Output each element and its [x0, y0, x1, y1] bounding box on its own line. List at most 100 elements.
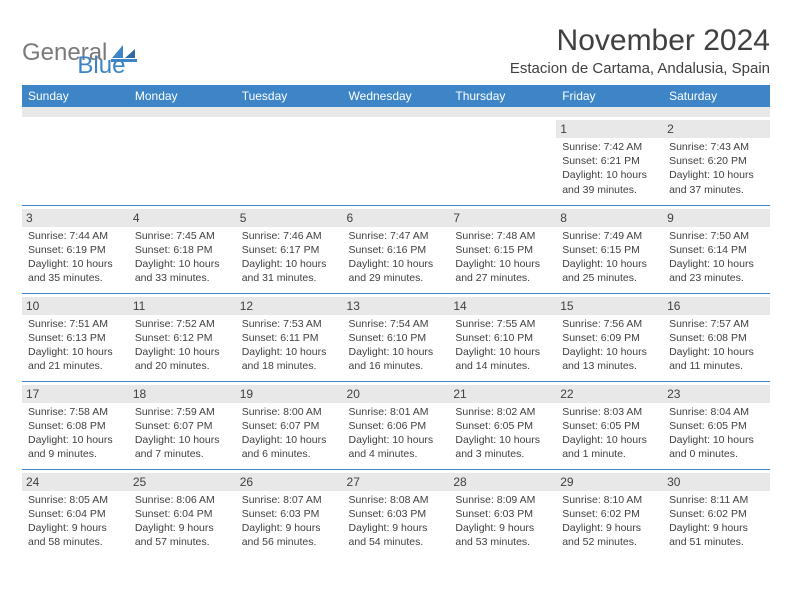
sunset-line: Sunset: 6:06 PM [349, 419, 444, 433]
day-number: 14 [449, 297, 556, 315]
daylight-line-2: and 54 minutes. [349, 535, 444, 549]
sunrise-line: Sunrise: 8:08 AM [349, 493, 444, 507]
sunrise-line: Sunrise: 7:51 AM [28, 317, 123, 331]
day-cell [129, 117, 236, 205]
sunset-line: Sunset: 6:18 PM [135, 243, 230, 257]
sunrise-line: Sunrise: 7:53 AM [242, 317, 337, 331]
daylight-line-1: Daylight: 10 hours [28, 257, 123, 271]
sunset-line: Sunset: 6:15 PM [455, 243, 550, 257]
daylight-line-2: and 58 minutes. [28, 535, 123, 549]
day-body: Sunrise: 7:48 AMSunset: 6:15 PMDaylight:… [455, 229, 550, 286]
sunset-line: Sunset: 6:20 PM [669, 154, 764, 168]
day-number: 21 [449, 385, 556, 403]
day-body: Sunrise: 8:08 AMSunset: 6:03 PMDaylight:… [349, 493, 444, 550]
day-cell: 27Sunrise: 8:08 AMSunset: 6:03 PMDayligh… [343, 469, 450, 557]
sunset-line: Sunset: 6:08 PM [669, 331, 764, 345]
sunset-line: Sunset: 6:05 PM [455, 419, 550, 433]
sunset-line: Sunset: 6:11 PM [242, 331, 337, 345]
daylight-line-1: Daylight: 10 hours [455, 433, 550, 447]
sunset-line: Sunset: 6:02 PM [562, 507, 657, 521]
day-body: Sunrise: 7:54 AMSunset: 6:10 PMDaylight:… [349, 317, 444, 374]
daylight-line-1: Daylight: 10 hours [135, 433, 230, 447]
sunrise-line: Sunrise: 7:54 AM [349, 317, 444, 331]
daylight-line-2: and 1 minute. [562, 447, 657, 461]
sunrise-line: Sunrise: 7:58 AM [28, 405, 123, 419]
day-cell: 22Sunrise: 8:03 AMSunset: 6:05 PMDayligh… [556, 381, 663, 469]
dow-friday: Friday [556, 85, 663, 107]
daylight-line-1: Daylight: 10 hours [669, 257, 764, 271]
day-body: Sunrise: 8:01 AMSunset: 6:06 PMDaylight:… [349, 405, 444, 462]
daylight-line-2: and 4 minutes. [349, 447, 444, 461]
daylight-line-2: and 56 minutes. [242, 535, 337, 549]
daylight-line-2: and 9 minutes. [28, 447, 123, 461]
day-cell: 6Sunrise: 7:47 AMSunset: 6:16 PMDaylight… [343, 205, 450, 293]
day-cell: 23 Sunrise: 8:04 AMSunset: 6:05 PMDayligh… [663, 381, 770, 469]
day-cell: 15Sunrise: 7:56 AMSunset: 6:09 PMDayligh… [556, 293, 663, 381]
sunrise-line: Sunrise: 7:55 AM [455, 317, 550, 331]
sunrise-line: Sunrise: 7:43 AM [669, 140, 764, 154]
day-number: 23 [663, 385, 770, 403]
daylight-line-2: and 23 minutes. [669, 271, 764, 285]
sunrise-line: Sunrise: 7:47 AM [349, 229, 444, 243]
sunset-line: Sunset: 6:15 PM [562, 243, 657, 257]
day-cell: 14Sunrise: 7:55 AMSunset: 6:10 PMDayligh… [449, 293, 556, 381]
week-row: 1Sunrise: 7:42 AMSunset: 6:21 PMDaylight… [22, 117, 770, 205]
day-cell: 5Sunrise: 7:46 AMSunset: 6:17 PMDaylight… [236, 205, 343, 293]
sunrise-line: Sunrise: 8:10 AM [562, 493, 657, 507]
day-body: Sunrise: 8:04 AMSunset: 6:05 PMDaylight:… [669, 405, 764, 462]
day-cell: 7Sunrise: 7:48 AMSunset: 6:15 PMDaylight… [449, 205, 556, 293]
daylight-line-1: Daylight: 10 hours [669, 433, 764, 447]
daylight-line-1: Daylight: 10 hours [28, 345, 123, 359]
sunrise-line: Sunrise: 7:48 AM [455, 229, 550, 243]
sunset-line: Sunset: 6:19 PM [28, 243, 123, 257]
day-cell: 29Sunrise: 8:10 AMSunset: 6:02 PMDayligh… [556, 469, 663, 557]
logo: General Blue [22, 26, 125, 80]
day-cell: 9Sunrise: 7:50 AMSunset: 6:14 PMDaylight… [663, 205, 770, 293]
sunset-line: Sunset: 6:08 PM [28, 419, 123, 433]
sunset-line: Sunset: 6:04 PM [28, 507, 123, 521]
day-body: Sunrise: 8:09 AMSunset: 6:03 PMDaylight:… [455, 493, 550, 550]
day-number: 28 [449, 473, 556, 491]
daylight-line-1: Daylight: 10 hours [28, 433, 123, 447]
logo-sail-icon [111, 43, 137, 63]
sunrise-line: Sunrise: 7:59 AM [135, 405, 230, 419]
sunrise-line: Sunrise: 7:49 AM [562, 229, 657, 243]
spacer-row [22, 107, 770, 117]
day-body: Sunrise: 8:06 AMSunset: 6:04 PMDaylight:… [135, 493, 230, 550]
dow-thursday: Thursday [449, 85, 556, 107]
day-body: Sunrise: 7:45 AMSunset: 6:18 PMDaylight:… [135, 229, 230, 286]
sunrise-line: Sunrise: 7:57 AM [669, 317, 764, 331]
daylight-line-2: and 31 minutes. [242, 271, 337, 285]
sunset-line: Sunset: 6:03 PM [455, 507, 550, 521]
day-body: Sunrise: 7:52 AMSunset: 6:12 PMDaylight:… [135, 317, 230, 374]
sunset-line: Sunset: 6:12 PM [135, 331, 230, 345]
sunset-line: Sunset: 6:16 PM [349, 243, 444, 257]
daylight-line-2: and 52 minutes. [562, 535, 657, 549]
daylight-line-1: Daylight: 10 hours [562, 168, 657, 182]
day-number: 17 [22, 385, 129, 403]
sunrise-line: Sunrise: 8:00 AM [242, 405, 337, 419]
day-body: Sunrise: 7:57 AMSunset: 6:08 PMDaylight:… [669, 317, 764, 374]
daylight-line-2: and 16 minutes. [349, 359, 444, 373]
day-cell: 26Sunrise: 8:07 AMSunset: 6:03 PMDayligh… [236, 469, 343, 557]
day-body: Sunrise: 8:00 AMSunset: 6:07 PMDaylight:… [242, 405, 337, 462]
day-number: 3 [22, 209, 129, 227]
day-body: Sunrise: 7:49 AMSunset: 6:15 PMDaylight:… [562, 229, 657, 286]
day-number: 9 [663, 209, 770, 227]
sunrise-line: Sunrise: 8:02 AM [455, 405, 550, 419]
calendar-page: General Blue November 2024 Estacion de C… [0, 0, 792, 612]
day-number: 16 [663, 297, 770, 315]
day-cell: 25Sunrise: 8:06 AMSunset: 6:04 PMDayligh… [129, 469, 236, 557]
day-cell: 2Sunrise: 7:43 AMSunset: 6:20 PMDaylight… [663, 117, 770, 205]
dow-monday: Monday [129, 85, 236, 107]
day-number: 6 [343, 209, 450, 227]
day-cell: 13Sunrise: 7:54 AMSunset: 6:10 PMDayligh… [343, 293, 450, 381]
day-body: Sunrise: 7:58 AMSunset: 6:08 PMDaylight:… [28, 405, 123, 462]
daylight-line-1: Daylight: 9 hours [349, 521, 444, 535]
day-cell: 8Sunrise: 7:49 AMSunset: 6:15 PMDaylight… [556, 205, 663, 293]
day-body: Sunrise: 7:42 AMSunset: 6:21 PMDaylight:… [562, 140, 657, 197]
sunset-line: Sunset: 6:03 PM [349, 507, 444, 521]
daylight-line-1: Daylight: 9 hours [28, 521, 123, 535]
day-cell: 1Sunrise: 7:42 AMSunset: 6:21 PMDaylight… [556, 117, 663, 205]
daylight-line-2: and 39 minutes. [562, 183, 657, 197]
